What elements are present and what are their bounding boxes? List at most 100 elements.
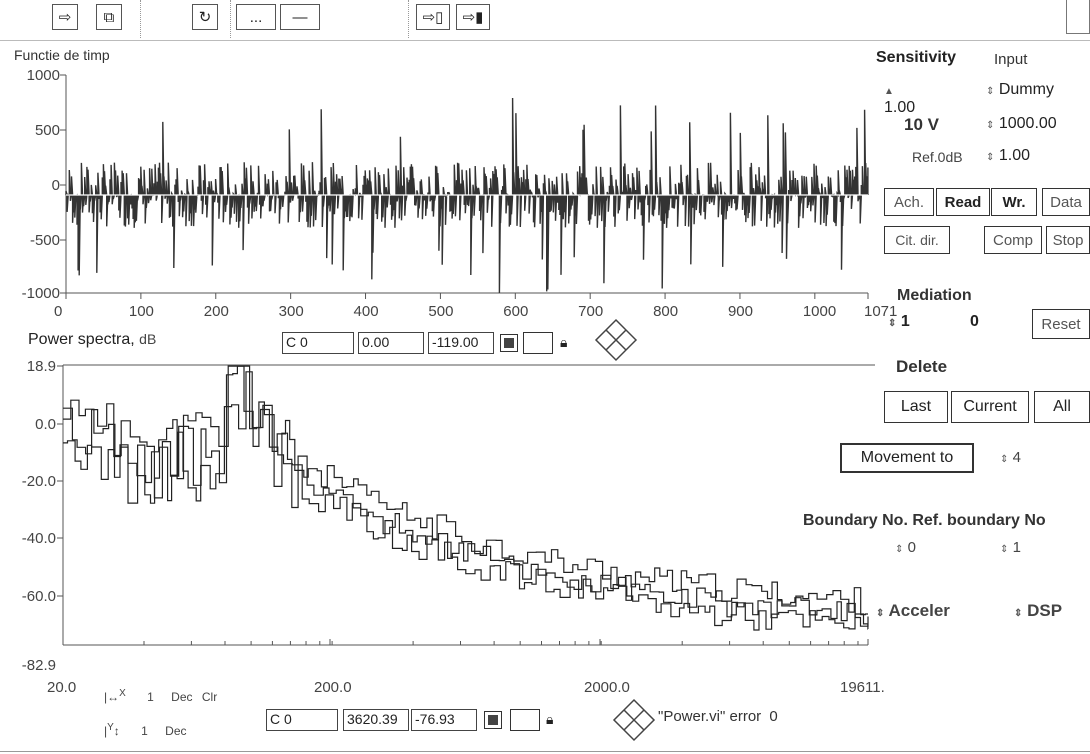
spin-arrows-icon[interactable]: ⇕ [1000, 454, 1009, 465]
bottom-cursor-style[interactable] [484, 711, 502, 729]
move-pad-line [605, 329, 627, 351]
bottom-cursor-y[interactable]: -76.93 [411, 709, 477, 731]
dots-button[interactable]: ... [236, 4, 276, 30]
spin-arrows-icon[interactable]: ⇕ [986, 152, 995, 163]
minimize-button[interactable]: — [280, 4, 320, 30]
delete-last-button[interactable]: Last [884, 391, 948, 423]
delete-label: Delete [896, 357, 948, 376]
toolbar-separator [408, 0, 409, 38]
spin-arrows-icon[interactable]: ⇕ [1014, 608, 1023, 619]
spectrum-chart-plot [57, 364, 875, 646]
mediation-label: Mediation [897, 287, 972, 304]
y-scale-axis: Y [107, 722, 114, 733]
delete-current-button[interactable]: Current [951, 391, 1029, 423]
time-x-tick-label: 0 [54, 303, 63, 320]
stop-button[interactable]: Stop [1046, 226, 1090, 254]
spin-arrows-icon[interactable]: ⇕ [876, 608, 885, 619]
x-scale-axis: X [119, 688, 126, 699]
step-into-icon[interactable]: ⧉ [96, 4, 122, 30]
ref-boundary-value[interactable]: 1 [1012, 539, 1021, 556]
spin-arrows-icon[interactable]: ⇕ [895, 544, 904, 555]
spectrum-y-tick-label: -60.0 [21, 588, 56, 605]
step-forward-icon[interactable]: ⇨ [52, 4, 78, 30]
time-x-tick-label: 300 [278, 303, 304, 320]
ref-boundary-control[interactable]: ⇕ 1 [1000, 539, 1021, 556]
input-label: Input [994, 51, 1028, 68]
sensitivity-value[interactable]: 1.00 [884, 99, 916, 116]
bottom-cursor-name[interactable]: C 0 [266, 709, 338, 731]
lock-icon[interactable]: 🔒︎ [546, 711, 554, 727]
y-scale-arrow-icon: ↕ [113, 724, 120, 738]
spin-arrows-icon[interactable]: ⇕ [986, 120, 995, 131]
step-end-icon[interactable]: ⇨▮ [456, 4, 490, 30]
boundary-label: Boundary No. [803, 512, 908, 529]
write-button[interactable]: Wr. [991, 188, 1037, 216]
x-scale-value: 1 [147, 690, 154, 704]
movement-control[interactable]: ⇕ 4 [1000, 449, 1021, 466]
boundary-control[interactable]: ⇕ 0 [895, 539, 916, 556]
processor-value[interactable]: DSP [1027, 601, 1063, 620]
toolbar: ⇨ ⧉ ↻ ... — ⇨▯ ⇨▮ [0, 0, 1090, 41]
bottom-cursor-x[interactable]: 3620.39 [343, 709, 409, 731]
movement-value[interactable]: 4 [1012, 449, 1021, 466]
range-value[interactable]: 1000.00 [998, 115, 1057, 132]
step-out-icon[interactable]: ⇨▯ [416, 4, 450, 30]
comp-button[interactable]: Comp [984, 226, 1042, 254]
boundary-value[interactable]: 0 [907, 539, 916, 556]
spectrum-y-tick-label: -40.0 [21, 530, 56, 547]
time-chart-title: Functie de timp [14, 47, 110, 63]
top-cursor-color[interactable] [523, 332, 553, 354]
error-value: 0 [769, 708, 778, 725]
refresh-icon[interactable]: ↻ [192, 4, 218, 30]
ach-button[interactable]: Ach. [884, 188, 934, 216]
cursor-style-square [488, 715, 498, 725]
spectrum-x-tick-label: 19611. [840, 679, 885, 696]
spectrum-unit: dB [139, 331, 157, 347]
spectrum-trace-1 [63, 365, 868, 616]
delete-all-button[interactable]: All [1034, 391, 1090, 423]
mediation-value[interactable]: 1 [900, 313, 910, 330]
sensitivity-control[interactable]: ▲ 1.00 [884, 81, 915, 117]
time-y-tick-label: -1000 [21, 285, 60, 302]
toolbar-separator [230, 0, 231, 38]
top-cursor-y[interactable]: -119.00 [428, 332, 494, 354]
range-control[interactable]: ⇕ 1000.00 [986, 115, 1057, 133]
reset-button[interactable]: Reset [1032, 309, 1090, 339]
time-y-tick-label: -500 [29, 232, 60, 249]
spectrum-title-text: Power spectra, [28, 331, 135, 348]
y-scale-value: 1 [141, 724, 148, 738]
bottom-cursor-move-pad[interactable] [612, 698, 656, 742]
minimize-icon: — [292, 8, 308, 26]
data-button[interactable]: Data [1042, 188, 1090, 216]
input-control[interactable]: ⇕ Dummy [986, 81, 1054, 99]
spin-arrows-icon[interactable]: ▲ [884, 86, 894, 97]
top-cursor-style[interactable] [500, 334, 518, 352]
top-cursor-move-pad[interactable] [594, 318, 638, 362]
x-scale-legend[interactable]: |↔X 1 Dec Clr [104, 688, 217, 704]
spectrum-trace-3 [63, 371, 869, 631]
time-x-tick-label: 800 [653, 303, 679, 320]
spectrum-trace-2 [63, 365, 869, 627]
mode-value[interactable]: Acceler [888, 601, 950, 620]
spectrum-x-tick-label: 200.0 [314, 679, 352, 696]
clear-button[interactable]: Clr [201, 690, 218, 704]
spin-arrows-icon[interactable]: ⇕ [1000, 544, 1009, 555]
mode-control[interactable]: ⇕ Acceler [876, 601, 950, 621]
top-cursor-x[interactable]: 0.00 [358, 332, 424, 354]
input-value[interactable]: Dummy [998, 81, 1054, 98]
top-cursor-name[interactable]: C 0 [282, 332, 354, 354]
time-y-tick-label: 1000 [26, 67, 60, 84]
movement-to-button[interactable]: Movement to [840, 443, 974, 473]
y-scale-legend[interactable]: |Y↕ 1 Dec [104, 722, 187, 738]
ref-value[interactable]: 1.00 [998, 147, 1030, 164]
cit-dir-button[interactable]: Cit. dir. [884, 226, 950, 254]
read-button[interactable]: Read [936, 188, 990, 216]
processor-control[interactable]: ⇕ DSP [1014, 601, 1062, 621]
bottom-cursor-color[interactable] [510, 709, 540, 731]
mediation-control[interactable]: ⇕ 1 [888, 313, 910, 331]
time-x-tick-label: 200 [203, 303, 229, 320]
spin-arrows-icon[interactable]: ⇕ [986, 86, 995, 97]
spin-arrows-icon[interactable]: ⇕ [888, 318, 897, 329]
lock-icon[interactable]: 🔒︎ [560, 334, 568, 350]
ref-control[interactable]: ⇕ 1.00 [986, 147, 1030, 165]
